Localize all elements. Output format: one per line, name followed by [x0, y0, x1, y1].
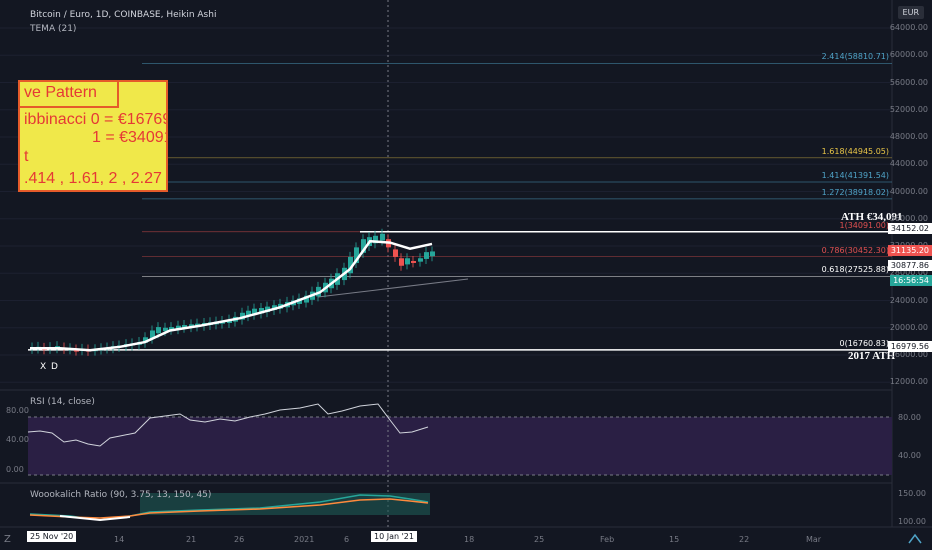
- candle: [143, 337, 148, 343]
- time-start-label: 25 Nov '20: [27, 531, 77, 542]
- rsi-left-tick-0: 0.00: [6, 465, 24, 474]
- candle: [411, 260, 416, 263]
- price-axis-label: 20000.00: [889, 322, 928, 332]
- time-axis-label: 22: [739, 535, 750, 544]
- time-axis-label: 25: [534, 535, 545, 544]
- rsi-left-tick-80: 80.00: [6, 406, 29, 415]
- pattern-point-x: X: [40, 362, 47, 372]
- price-axis-label: 28000.00: [889, 268, 928, 278]
- candle: [424, 252, 429, 259]
- fib-label: 0(16760.83): [839, 338, 889, 348]
- candle: [156, 327, 161, 334]
- annotation-box: ve Pattern ibbinacci 0 = €16769 1 = €340…: [18, 80, 168, 192]
- wookalich-line-2: [29, 498, 429, 519]
- price-tag-cursor: 30877.86: [887, 260, 932, 271]
- time-axis-label: 15: [669, 535, 680, 544]
- fib-label: 1.272(38918.02): [821, 187, 889, 197]
- price-tag-last: 31135.20: [887, 245, 932, 256]
- annotation-line-5: .414 , 1.61, 2 , 2.27: [24, 170, 162, 187]
- wookalich-legend[interactable]: Woookalich Ratio (90, 3.75, 13, 150, 45): [30, 490, 212, 500]
- price-axis-label: 12000.00: [889, 377, 928, 387]
- candle: [265, 306, 270, 313]
- price-axis-label: 48000.00: [889, 132, 928, 141]
- candle: [169, 327, 174, 330]
- annotation-line-2: ibbinacci 0 = €16769: [24, 111, 168, 128]
- fib-label: 1.618(44945.05): [821, 146, 889, 156]
- annotation-line-4: t: [24, 148, 29, 165]
- rsi-line: [27, 403, 429, 447]
- candle: [399, 258, 404, 266]
- annotation-title-frame: [20, 82, 119, 108]
- trend-line: [317, 278, 469, 298]
- fib-label: 0.786(30452.30): [821, 245, 889, 255]
- candle: [354, 247, 359, 264]
- time-axis-label: Mar: [806, 535, 822, 544]
- price-axis-label: 52000.00: [889, 104, 928, 114]
- time-axis-label: 14: [114, 535, 125, 544]
- ath-label: ATH €34,091: [841, 211, 903, 223]
- rsi-right-tick-80: 80.00: [898, 413, 921, 422]
- fib-label: 2.414(58810.71): [821, 52, 889, 62]
- candle: [373, 235, 378, 244]
- candle: [380, 233, 385, 241]
- rsi-legend[interactable]: RSI (14, close): [30, 397, 95, 407]
- time-axis-label: 26: [234, 535, 245, 544]
- candle: [150, 330, 155, 339]
- candle: [348, 256, 353, 274]
- candle: [304, 295, 309, 303]
- price-tag-2017-ath: 16979.56: [887, 341, 932, 352]
- annotation-line-1: ve Pattern: [24, 84, 97, 101]
- price-axis-label: 24000.00: [889, 295, 928, 305]
- candle: [240, 312, 245, 320]
- price-tag-ath: 34152.02: [887, 223, 932, 234]
- candle: [252, 308, 257, 315]
- fib-label: 1(34091.00): [839, 220, 889, 230]
- candle: [176, 325, 181, 330]
- price-axis-label: 36000.00: [889, 213, 928, 223]
- price-axis-label: 16000.00: [889, 350, 928, 359]
- candle: [246, 310, 251, 317]
- candle: [405, 258, 410, 265]
- fib-label: 0.618(27525.88): [821, 265, 889, 275]
- currency-button[interactable]: EUR: [897, 6, 924, 19]
- time-axis-label: 6: [344, 535, 350, 544]
- ath-2017-label: 2017 ATH: [848, 350, 896, 362]
- zoom-icon[interactable]: Z: [4, 534, 11, 545]
- countdown-tag: 16:56:54: [890, 275, 932, 286]
- tema-line: [30, 239, 433, 352]
- time-cursor-label: 10 Jan '21: [371, 531, 417, 542]
- time-axis-label: Feb: [600, 535, 615, 544]
- wookalich-line-3: [59, 515, 131, 522]
- indicator-legend[interactable]: TEMA (21): [30, 24, 77, 34]
- candle: [430, 251, 435, 257]
- annotation-line-3: 1 = €34091: [92, 129, 168, 146]
- candle: [182, 325, 187, 328]
- pattern-point-d: D: [51, 362, 58, 372]
- rsi-right-tick-40: 40.00: [898, 451, 921, 460]
- fib-label: 1.414(41391.54): [821, 171, 889, 181]
- time-axis-label: 18: [464, 535, 475, 544]
- price-axis-label: 56000.00: [889, 77, 928, 87]
- wookalich-tick-150: 150.00: [898, 489, 926, 498]
- symbol-title[interactable]: Bitcoin / Euro, 1D, COINBASE, Heikin Ash…: [30, 10, 217, 20]
- price-axis-label: 60000.00: [889, 50, 928, 60]
- wookalich-tick-100: 100.00: [898, 517, 926, 526]
- candle: [163, 327, 168, 332]
- candle: [418, 258, 423, 262]
- time-axis-label: 21: [186, 535, 197, 544]
- rsi-band: [28, 417, 892, 475]
- candle: [361, 239, 366, 253]
- rsi-left-tick-40: 40.00: [6, 435, 29, 444]
- candle: [393, 249, 398, 257]
- price-axis-label: 64000.00: [889, 23, 928, 32]
- time-axis-label: 2021: [294, 535, 315, 544]
- candle: [189, 324, 194, 328]
- price-axis-label: 40000.00: [889, 186, 928, 196]
- settings-icon[interactable]: [908, 532, 922, 544]
- price-axis-label: 44000.00: [889, 159, 928, 169]
- candle: [259, 307, 264, 314]
